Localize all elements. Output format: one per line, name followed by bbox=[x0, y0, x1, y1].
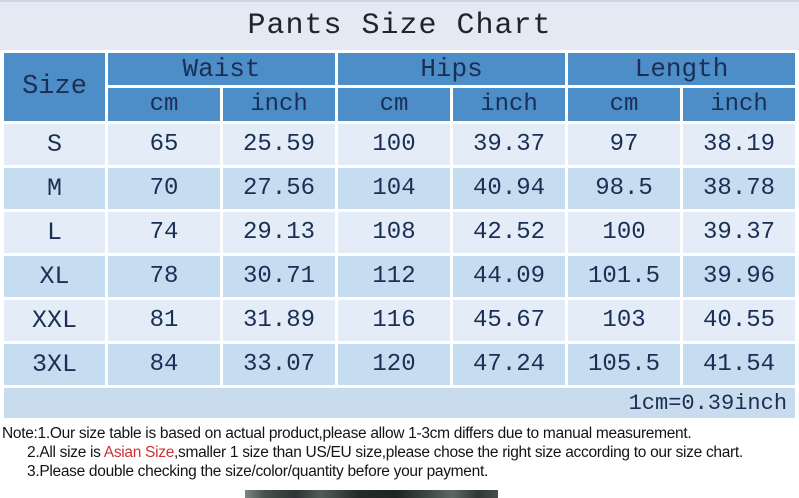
cell-length-cm: 100 bbox=[568, 212, 681, 253]
note-line-2-highlight: Asian Size bbox=[103, 444, 175, 461]
header-size: Size bbox=[4, 53, 105, 121]
cell-length-inch: 41.54 bbox=[683, 344, 796, 385]
cell-hips-inch: 47.24 bbox=[453, 344, 566, 385]
cell-length-cm: 97 bbox=[568, 124, 681, 165]
cell-length-cm: 101.5 bbox=[568, 256, 681, 297]
cell-length-inch: 38.19 bbox=[683, 124, 796, 165]
table-row-l: L 74 29.13 108 42.52 100 39.37 bbox=[4, 212, 796, 253]
header-waist-inch: inch bbox=[223, 88, 336, 121]
conversion-note: 1cm=0.39inch bbox=[4, 388, 796, 418]
page-title: Pants Size Chart bbox=[247, 9, 552, 43]
cell-hips-cm: 116 bbox=[338, 300, 451, 341]
cell-length-inch: 39.96 bbox=[683, 256, 796, 297]
size-chart-table: Size Waist Hips Length cm inch cm inch c… bbox=[1, 50, 798, 421]
cell-length-inch: 40.55 bbox=[683, 300, 796, 341]
table-row-xxl: XXL 81 31.89 116 45.67 103 40.55 bbox=[4, 300, 796, 341]
cell-waist-cm: 84 bbox=[108, 344, 220, 385]
table-row-s: S 65 25.59 100 39.37 97 38.19 bbox=[4, 124, 796, 165]
cell-length-cm: 103 bbox=[568, 300, 681, 341]
cell-waist-cm: 70 bbox=[108, 168, 220, 209]
cell-waist-inch: 25.59 bbox=[223, 124, 336, 165]
header-hips-cm: cm bbox=[338, 88, 451, 121]
cell-hips-inch: 40.94 bbox=[453, 168, 566, 209]
header-waist: Waist bbox=[108, 53, 336, 85]
table-row-xl: XL 78 30.71 112 44.09 101.5 39.96 bbox=[4, 256, 796, 297]
cell-waist-inch: 31.89 bbox=[223, 300, 336, 341]
cell-length-cm: 98.5 bbox=[568, 168, 681, 209]
cell-length-cm: 105.5 bbox=[568, 344, 681, 385]
product-photo-edge bbox=[245, 490, 498, 498]
note-line-1: Note:1.Our size table is based on actual… bbox=[2, 425, 692, 442]
size-label: S bbox=[4, 124, 105, 165]
cell-waist-cm: 74 bbox=[108, 212, 220, 253]
cell-hips-cm: 108 bbox=[338, 212, 451, 253]
header-group-row: Size Waist Hips Length bbox=[4, 53, 796, 121]
cell-length-inch: 38.78 bbox=[683, 168, 796, 209]
note-line-2-prefix: 2.All size is bbox=[27, 444, 104, 461]
header-length-cm: cm bbox=[568, 88, 681, 121]
table-body: S 65 25.59 100 39.37 97 38.19 M 70 27.56… bbox=[4, 124, 796, 418]
cell-waist-inch: 30.71 bbox=[223, 256, 336, 297]
header-hips-inch: inch bbox=[453, 88, 566, 121]
cell-waist-cm: 81 bbox=[108, 300, 220, 341]
size-label: L bbox=[4, 212, 105, 253]
cell-hips-inch: 39.37 bbox=[453, 124, 566, 165]
cell-hips-inch: 42.52 bbox=[453, 212, 566, 253]
cell-hips-cm: 120 bbox=[338, 344, 451, 385]
cell-waist-inch: 27.56 bbox=[223, 168, 336, 209]
cell-hips-inch: 45.67 bbox=[453, 300, 566, 341]
cell-waist-inch: 29.13 bbox=[223, 212, 336, 253]
cell-hips-inch: 44.09 bbox=[453, 256, 566, 297]
title-band: Pants Size Chart bbox=[0, 2, 799, 50]
table-row-3xl: 3XL 84 33.07 120 47.24 105.5 41.54 bbox=[4, 344, 796, 385]
notes-section: Note:1.Our size table is based on actual… bbox=[0, 424, 799, 481]
note-line-3: 3.Please double checking the size/color/… bbox=[27, 463, 488, 480]
size-label: XXL bbox=[4, 300, 105, 341]
header-length-inch: inch bbox=[683, 88, 796, 121]
top-edge-strip bbox=[0, 0, 799, 2]
note-line-2: 2.All size is Asian Size,smaller 1 size … bbox=[0, 443, 799, 462]
conversion-row: 1cm=0.39inch bbox=[4, 388, 796, 418]
cell-waist-cm: 65 bbox=[108, 124, 220, 165]
cell-hips-cm: 104 bbox=[338, 168, 451, 209]
cell-waist-inch: 33.07 bbox=[223, 344, 336, 385]
note-line-2-suffix: ,smaller 1 size than US/EU size,please c… bbox=[174, 444, 743, 461]
cell-length-inch: 39.37 bbox=[683, 212, 796, 253]
table-row-m: M 70 27.56 104 40.94 98.5 38.78 bbox=[4, 168, 796, 209]
header-waist-cm: cm bbox=[108, 88, 220, 121]
header-length: Length bbox=[568, 53, 796, 85]
cell-hips-cm: 112 bbox=[338, 256, 451, 297]
header-unit-row: cm inch cm inch cm inch bbox=[4, 88, 796, 121]
cell-waist-cm: 78 bbox=[108, 256, 220, 297]
header-hips: Hips bbox=[338, 53, 566, 85]
size-label: 3XL bbox=[4, 344, 105, 385]
size-label: M bbox=[4, 168, 105, 209]
table-header: Size Waist Hips Length cm inch cm inch c… bbox=[4, 53, 796, 121]
size-label: XL bbox=[4, 256, 105, 297]
cell-hips-cm: 100 bbox=[338, 124, 451, 165]
